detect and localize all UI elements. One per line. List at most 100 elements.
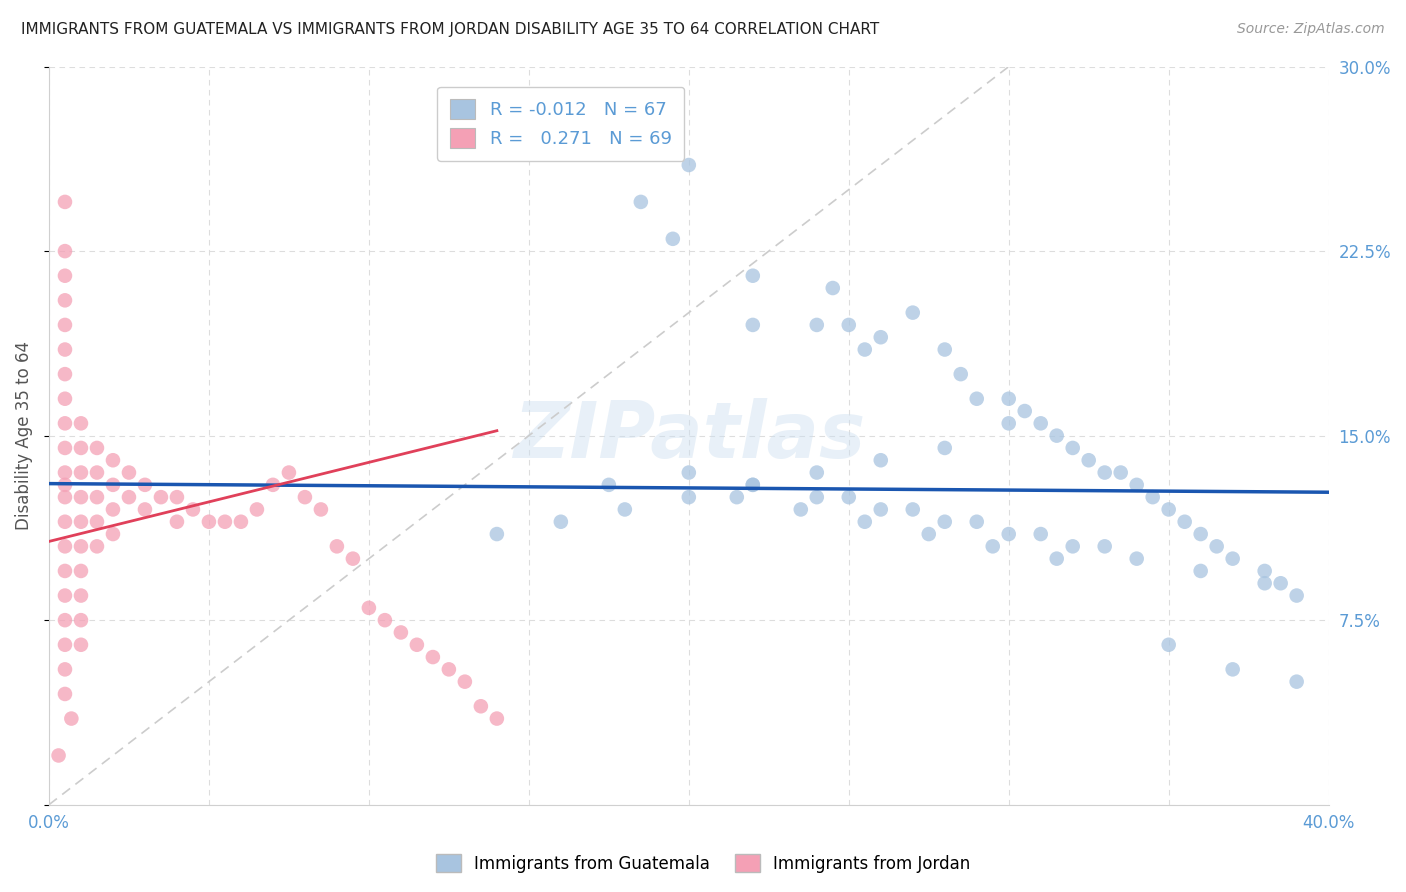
Point (101, 527, 124, 541)
Point (53, 564, 76, 578)
Point (678, 466, 700, 480)
Point (741, 478, 763, 492)
Point (422, 650, 444, 665)
Point (470, 699, 492, 714)
Point (901, 305, 924, 319)
Point (70, 540, 93, 554)
Point (101, 502, 124, 516)
Point (934, 343, 956, 357)
Point (53, 687, 76, 701)
Point (53, 589, 76, 603)
Point (53, 194, 76, 209)
Point (1094, 466, 1116, 480)
Point (437, 662, 460, 676)
Point (406, 638, 429, 652)
Point (1285, 589, 1308, 603)
Point (869, 453, 891, 467)
Point (598, 478, 620, 492)
Point (70, 490, 93, 504)
Point (1253, 564, 1275, 578)
Point (1125, 478, 1147, 492)
Point (86, 540, 108, 554)
Point (838, 490, 860, 504)
Point (86, 466, 108, 480)
Point (70, 589, 93, 603)
Point (53, 392, 76, 406)
Point (966, 392, 988, 406)
Point (1270, 576, 1292, 591)
Point (853, 343, 876, 357)
Point (630, 194, 652, 209)
Point (821, 281, 844, 295)
Point (1222, 551, 1244, 566)
Point (1174, 515, 1197, 529)
Point (485, 712, 508, 726)
Point (1077, 453, 1099, 467)
Point (662, 232, 685, 246)
Point (966, 515, 988, 529)
Point (725, 490, 748, 504)
Point (294, 490, 316, 504)
Point (277, 466, 299, 480)
Point (934, 515, 956, 529)
Point (1062, 441, 1084, 455)
Point (1109, 466, 1132, 480)
Point (53, 268, 76, 283)
Point (1094, 540, 1116, 554)
Point (70, 441, 93, 455)
Point (981, 540, 1004, 554)
Point (166, 490, 188, 504)
Point (70, 564, 93, 578)
Text: ZIPatlas: ZIPatlas (513, 398, 865, 474)
Point (1014, 404, 1036, 418)
Point (53, 662, 76, 676)
Point (1157, 638, 1180, 652)
Point (806, 318, 828, 332)
Point (790, 502, 813, 516)
Point (53, 441, 76, 455)
Point (70, 417, 93, 431)
Point (1029, 527, 1052, 541)
Point (86, 490, 108, 504)
Legend: Immigrants from Guatemala, Immigrants from Jordan: Immigrants from Guatemala, Immigrants fr… (429, 847, 977, 880)
Point (53, 343, 76, 357)
Point (678, 158, 700, 172)
Point (86, 441, 108, 455)
Point (1157, 502, 1180, 516)
Point (853, 515, 876, 529)
Point (309, 502, 332, 516)
Point (70, 466, 93, 480)
Point (101, 453, 124, 467)
Point (741, 318, 763, 332)
Point (70, 638, 93, 652)
Point (53, 638, 76, 652)
Legend: R = -0.012   N = 67, R =   0.271   N = 69: R = -0.012 N = 67, R = 0.271 N = 69 (437, 87, 685, 161)
Y-axis label: Disability Age 35 to 64: Disability Age 35 to 64 (15, 341, 32, 530)
Point (214, 515, 236, 529)
Point (53, 515, 76, 529)
Point (869, 502, 891, 516)
Point (198, 515, 221, 529)
Point (1046, 551, 1069, 566)
Point (53, 293, 76, 308)
Point (134, 478, 156, 492)
Point (53, 540, 76, 554)
Point (741, 478, 763, 492)
Point (997, 417, 1019, 431)
Point (869, 330, 891, 344)
Point (741, 268, 763, 283)
Point (1205, 540, 1227, 554)
Point (118, 466, 141, 480)
Point (53, 478, 76, 492)
Point (53, 613, 76, 627)
Point (485, 527, 508, 541)
Point (550, 515, 572, 529)
Point (918, 527, 941, 541)
Point (613, 502, 636, 516)
Point (53, 367, 76, 381)
Point (997, 527, 1019, 541)
Point (1189, 527, 1212, 541)
Point (1125, 551, 1147, 566)
Point (534, 121, 557, 136)
Point (1285, 674, 1308, 689)
